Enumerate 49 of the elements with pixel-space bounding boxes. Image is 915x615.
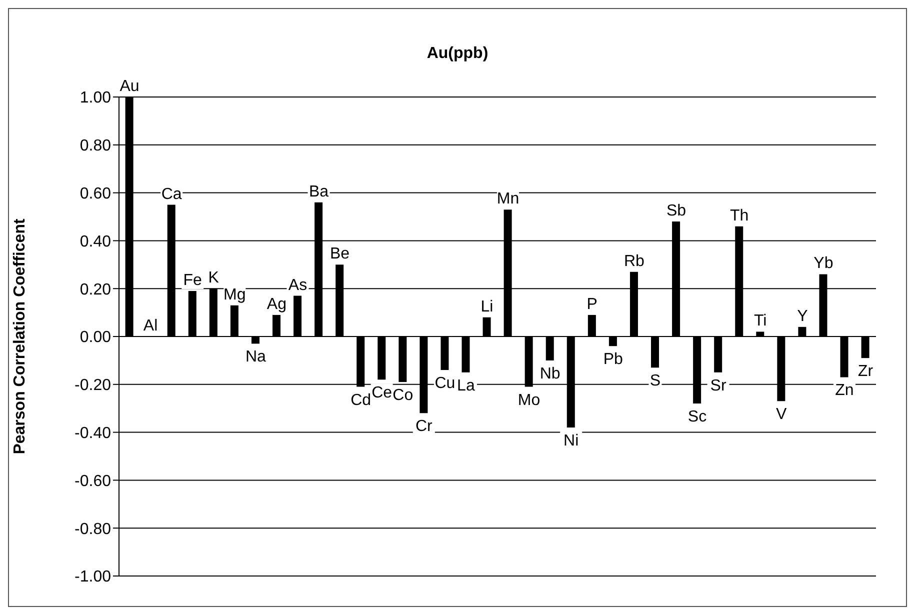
- x-tick-label: Cu: [434, 375, 456, 392]
- x-tick-label: Zn: [835, 382, 854, 400]
- y-tick-label: 0.00: [80, 329, 112, 346]
- y-tick-label: 0.80: [80, 138, 112, 155]
- x-tick-label: Co: [392, 387, 414, 404]
- x-tick-label: Yb: [814, 255, 834, 272]
- x-tick-label: Au: [120, 78, 140, 95]
- y-tick-label: 0.40: [80, 233, 112, 250]
- x-tick-label: Be: [330, 246, 350, 263]
- x-tick-label: S: [650, 372, 661, 390]
- x-tick-label: Ca: [161, 186, 182, 203]
- x-tick-label: Fe: [183, 272, 202, 289]
- x-tick-label: K: [208, 270, 220, 287]
- x-tick-label: Zr: [858, 363, 874, 380]
- x-tick-label: Ce: [372, 384, 392, 402]
- x-tick-label: Ag: [266, 296, 286, 313]
- x-tick-label: Sb: [666, 202, 686, 220]
- y-tick-label: 0.20: [80, 281, 112, 298]
- x-tick-label: Cr: [415, 418, 434, 436]
- x-tick-label: Rb: [624, 252, 645, 270]
- x-tick-label: Ni: [564, 432, 579, 450]
- y-tick-label: -0.80: [74, 520, 112, 538]
- x-tick-label: La: [457, 377, 475, 394]
- x-tick-label: Mn: [496, 190, 520, 208]
- x-tick-label: Nb: [540, 365, 560, 382]
- y-tick-label: -0.20: [74, 377, 112, 394]
- y-tick-label: -0.60: [74, 472, 112, 490]
- x-tick-label: Ti: [754, 312, 767, 330]
- y-axis-title: Pearson Correlation Coefficent: [12, 218, 29, 454]
- chart-title: Au(ppb): [426, 45, 490, 63]
- x-tick-label: Y: [797, 308, 808, 325]
- x-tick-label: Sc: [688, 408, 707, 426]
- x-tick-label: V: [776, 406, 788, 424]
- x-tick-label: Cd: [350, 392, 372, 409]
- x-tick-label: Mg: [224, 286, 246, 304]
- y-tick-label: 1.00: [80, 90, 112, 107]
- x-tick-label: Mo: [518, 392, 540, 409]
- x-tick-label: Na: [245, 348, 266, 366]
- x-tick-label: Pb: [603, 351, 624, 368]
- x-tick-label: Li: [480, 298, 494, 316]
- x-tick-label: Th: [730, 207, 749, 224]
- x-tick-label: Ba: [308, 183, 329, 200]
- x-tick-label: Sr: [710, 377, 727, 394]
- y-tick-label: -1.00: [74, 568, 112, 586]
- x-tick-label: As: [288, 276, 308, 294]
- y-tick-label: 0.60: [80, 185, 112, 202]
- y-tick-label: -0.40: [74, 424, 112, 442]
- x-tick-label: Al: [143, 318, 158, 334]
- x-tick-label: P: [586, 296, 598, 313]
